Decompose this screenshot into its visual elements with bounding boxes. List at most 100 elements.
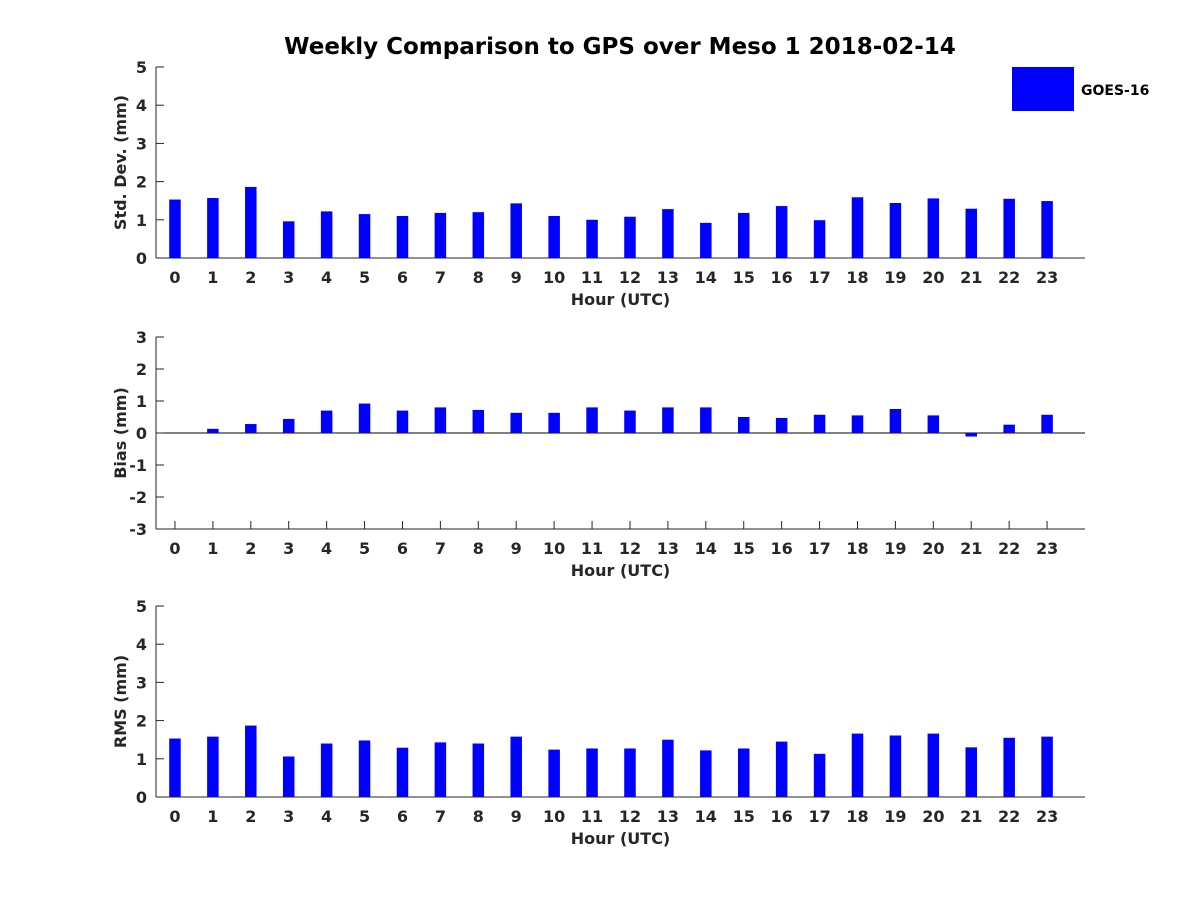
std-dev-bar-hour-11 <box>586 219 598 258</box>
bias-x-tick-label: 18 <box>846 539 868 558</box>
bias-x-tick-label: 7 <box>435 539 446 558</box>
std-dev-x-tick-label: 6 <box>397 268 408 287</box>
rms-y-tick-label: 1 <box>136 750 147 769</box>
rms-x-tick-label: 20 <box>922 807 944 826</box>
std-dev-bar-hour-12 <box>624 216 636 258</box>
bias-y-tick-label: 2 <box>136 360 147 379</box>
rms-bar-hour-1 <box>207 736 219 797</box>
bias-bar-hour-23 <box>1041 414 1053 433</box>
bias-y-tick-label: -2 <box>129 488 147 507</box>
rms-bar-hour-16 <box>775 741 788 797</box>
bias-bar-hour-15 <box>737 417 750 433</box>
std-dev-x-tick-label: 20 <box>922 268 944 287</box>
rms-bar-hour-8 <box>472 743 485 797</box>
rms-x-tick-label: 4 <box>321 807 332 826</box>
rms-x-tick-label: 14 <box>695 807 717 826</box>
std-dev-bar-hour-10 <box>548 215 560 258</box>
rms-bar-hour-20 <box>927 733 940 797</box>
std-dev-y-tick-label: 3 <box>136 134 147 153</box>
std-dev-y-tick-label: 4 <box>136 96 147 115</box>
std-dev-bar-hour-7 <box>434 212 447 258</box>
std-dev-bar-hour-17 <box>813 220 826 258</box>
std-dev-x-tick-label: 5 <box>359 268 370 287</box>
std-dev-x-tick-label: 8 <box>473 268 484 287</box>
rms-bar-hour-12 <box>624 748 636 797</box>
bias-x-tick-label: 3 <box>283 539 294 558</box>
std-dev-bar-hour-18 <box>851 197 864 258</box>
bias-x-tick-label: 14 <box>695 539 717 558</box>
bias-x-tick-label: 13 <box>657 539 679 558</box>
bias-x-axis-label: Hour (UTC) <box>571 561 671 580</box>
std-dev-x-tick-label: 12 <box>619 268 641 287</box>
rms-x-tick-label: 12 <box>619 807 641 826</box>
std-dev-x-tick-label: 21 <box>960 268 982 287</box>
bias-bar-hour-22 <box>1003 424 1015 433</box>
std-dev-x-tick-label: 14 <box>695 268 717 287</box>
bias-bar-hour-4 <box>320 410 333 433</box>
bias-x-tick-label: 16 <box>771 539 793 558</box>
rms-x-tick-label: 13 <box>657 807 679 826</box>
rms-bar-hour-15 <box>737 748 750 797</box>
bias-bar-hour-2 <box>245 424 257 433</box>
bias-bar-hour-18 <box>851 415 864 433</box>
bias-bar-hour-12 <box>624 410 636 433</box>
rms-x-tick-label: 23 <box>1036 807 1058 826</box>
rms-bar-hour-22 <box>1003 737 1015 797</box>
rms-x-tick-label: 15 <box>733 807 755 826</box>
bias-y-tick-label: 0 <box>136 424 147 443</box>
std-dev-bar-hour-9 <box>510 203 522 258</box>
rms-y-tick-label: 3 <box>136 673 147 692</box>
rms-x-tick-label: 0 <box>169 807 180 826</box>
rms-bar-hour-11 <box>586 748 598 797</box>
bias-x-tick-label: 6 <box>397 539 408 558</box>
bias-x-tick-label: 10 <box>543 539 565 558</box>
std-dev-x-tick-label: 13 <box>657 268 679 287</box>
bias-bar-hour-21 <box>965 433 977 437</box>
bias-bar-hour-20 <box>927 415 940 433</box>
rms-x-tick-label: 19 <box>884 807 906 826</box>
std-dev-y-axis-label: Std. Dev. (mm) <box>111 95 130 230</box>
bias-x-tick-label: 11 <box>581 539 603 558</box>
std-dev-y-tick-label: 5 <box>136 58 147 77</box>
std-dev-x-tick-label: 7 <box>435 268 446 287</box>
bias-x-tick-label: 19 <box>884 539 906 558</box>
std-dev-x-tick-label: 19 <box>884 268 906 287</box>
std-dev-bar-hour-22 <box>1003 198 1015 258</box>
std-dev-x-axis-label: Hour (UTC) <box>571 290 671 309</box>
rms-bar-hour-23 <box>1041 736 1053 797</box>
std-dev-bar-hour-13 <box>662 209 674 258</box>
bias-x-tick-label: 8 <box>473 539 484 558</box>
rms-bar-hour-6 <box>396 747 409 797</box>
std-dev-x-tick-label: 22 <box>998 268 1020 287</box>
std-dev-bar-hour-0 <box>169 199 181 258</box>
std-dev-x-tick-label: 3 <box>283 268 294 287</box>
rms-bar-hour-2 <box>245 725 257 797</box>
rms-bar-hour-21 <box>965 747 977 797</box>
legend: GOES-16 <box>1012 67 1149 111</box>
std-dev-x-tick-label: 0 <box>169 268 180 287</box>
std-dev-bar-hour-14 <box>700 222 712 258</box>
std-dev-bar-hour-8 <box>472 212 485 258</box>
rms-x-tick-label: 1 <box>207 807 218 826</box>
rms-y-tick-label: 4 <box>136 635 147 654</box>
std-dev-bar-hour-1 <box>207 198 219 258</box>
bias-bar-hour-13 <box>662 407 674 433</box>
legend-label: GOES-16 <box>1081 83 1149 99</box>
legend-swatch <box>1012 67 1074 111</box>
rms-x-tick-label: 21 <box>960 807 982 826</box>
std-dev-bar-hour-5 <box>358 214 371 258</box>
bias-x-tick-label: 23 <box>1036 539 1058 558</box>
std-dev-bar-hour-23 <box>1041 201 1053 258</box>
rms-x-tick-label: 8 <box>473 807 484 826</box>
std-dev-bar-hour-4 <box>320 211 333 258</box>
bias-y-tick-label: -3 <box>129 520 147 539</box>
bias-y-tick-label: 3 <box>136 328 147 347</box>
rms-bar-hour-13 <box>662 739 674 797</box>
rms-bar-hour-0 <box>169 738 181 797</box>
std-dev-bar-hour-6 <box>396 215 409 258</box>
std-dev-y-tick-label: 2 <box>136 173 147 192</box>
bias-x-tick-label: 21 <box>960 539 982 558</box>
bias-bar-hour-11 <box>586 407 598 433</box>
bias-x-tick-label: 4 <box>321 539 332 558</box>
